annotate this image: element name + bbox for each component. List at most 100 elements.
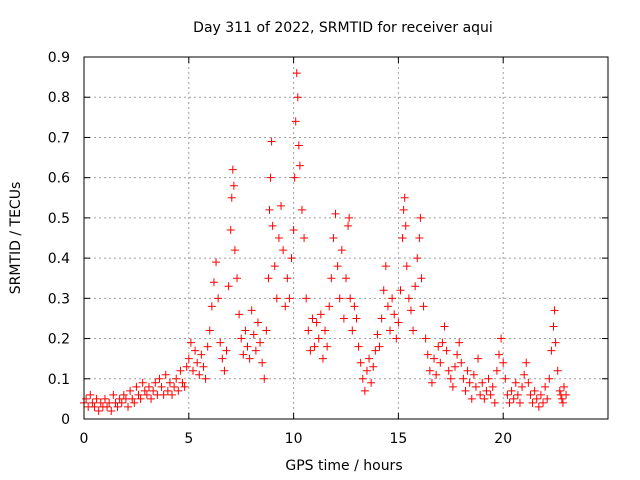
data-point: [465, 378, 474, 387]
data-point: [249, 330, 258, 339]
data-point: [130, 398, 139, 407]
data-point: [335, 294, 344, 303]
data-point: [289, 225, 298, 234]
data-points: [80, 69, 571, 415]
data-point: [484, 374, 493, 383]
data-point: [226, 225, 235, 234]
data-point: [270, 262, 279, 271]
data-point: [471, 382, 480, 391]
data-point: [442, 346, 451, 355]
data-point: [396, 286, 405, 295]
data-point: [541, 382, 550, 391]
data-point: [201, 374, 210, 383]
data-point: [406, 306, 415, 315]
data-point: [467, 394, 476, 403]
data-point: [140, 386, 149, 395]
data-point: [513, 390, 522, 399]
data-point: [478, 378, 487, 387]
data-point: [176, 366, 185, 375]
data-point: [515, 398, 524, 407]
data-point: [157, 382, 166, 391]
data-point: [459, 374, 468, 383]
data-point: [300, 234, 309, 242]
data-point: [245, 354, 254, 363]
data-point: [354, 342, 363, 351]
data-point: [331, 209, 340, 218]
data-point: [497, 334, 506, 343]
data-point: [212, 258, 221, 267]
data-point: [279, 246, 288, 255]
data-point: [256, 338, 265, 347]
data-point: [457, 358, 466, 367]
data-point: [411, 282, 420, 291]
data-point: [543, 394, 552, 403]
data-point: [524, 378, 533, 387]
data-point: [413, 254, 422, 263]
data-point: [233, 274, 242, 283]
data-point: [262, 326, 271, 335]
data-point: [553, 366, 562, 375]
data-point: [339, 314, 348, 323]
data-point: [168, 390, 177, 399]
data-point: [390, 310, 399, 319]
data-point: [528, 398, 537, 407]
data-point: [297, 205, 306, 214]
data-point: [432, 370, 441, 379]
data-point: [302, 294, 311, 303]
data-point: [436, 358, 445, 367]
data-point: [199, 362, 208, 371]
data-point: [348, 326, 357, 335]
data-point: [151, 378, 160, 387]
data-point: [229, 181, 238, 190]
data-point: [501, 374, 510, 383]
data-point: [274, 234, 283, 242]
data-point: [195, 370, 204, 379]
data-point: [352, 314, 361, 323]
x-axis-label: GPS time / hours: [285, 458, 402, 474]
data-point: [285, 294, 294, 303]
data-point: [216, 338, 225, 347]
data-point: [142, 390, 151, 399]
data-point: [205, 326, 214, 335]
data-point: [360, 386, 369, 395]
data-point: [308, 314, 317, 323]
data-point: [371, 346, 380, 355]
data-point: [96, 398, 105, 407]
data-point: [126, 386, 135, 395]
data-point: [264, 274, 273, 283]
data-point: [94, 406, 103, 415]
data-point: [239, 350, 248, 359]
data-point: [469, 370, 478, 379]
data-point: [188, 366, 197, 375]
data-point: [367, 378, 376, 387]
data-point: [482, 386, 491, 395]
data-point: [182, 362, 191, 371]
data-point: [247, 306, 256, 315]
data-point: [82, 394, 91, 403]
data-point: [128, 394, 137, 403]
data-point: [228, 165, 237, 174]
data-point: [316, 310, 325, 319]
data-point: [291, 117, 300, 126]
data-point: [172, 374, 181, 383]
data-point: [197, 350, 206, 359]
data-point: [290, 173, 299, 182]
data-point: [520, 370, 529, 379]
data-point: [241, 326, 250, 335]
data-point: [559, 382, 568, 391]
data-point: [490, 398, 499, 407]
y-tick-label: 0.2: [48, 332, 70, 348]
y-tick-label: 0: [61, 412, 70, 428]
y-tick-label: 0.4: [48, 251, 70, 267]
data-point: [453, 350, 462, 359]
data-point: [536, 390, 545, 399]
data-point: [344, 221, 353, 230]
data-point: [409, 326, 418, 335]
x-tick-label: 0: [80, 431, 89, 447]
data-point: [214, 294, 223, 303]
data-point: [509, 394, 518, 403]
data-point: [134, 390, 143, 399]
x-tick-label: 5: [184, 431, 193, 447]
data-point: [461, 386, 470, 395]
